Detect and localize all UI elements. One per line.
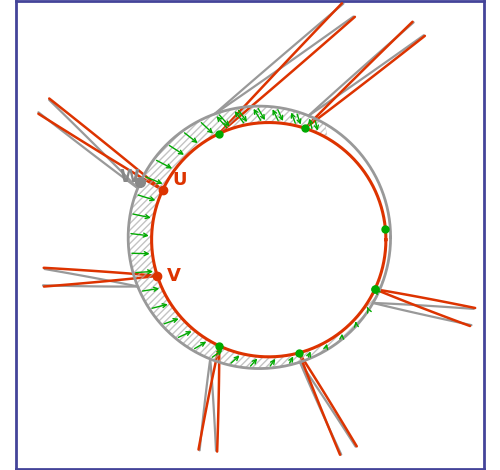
Text: V: V [166, 266, 180, 284]
Text: W: W [120, 168, 139, 186]
Text: U: U [172, 172, 186, 189]
